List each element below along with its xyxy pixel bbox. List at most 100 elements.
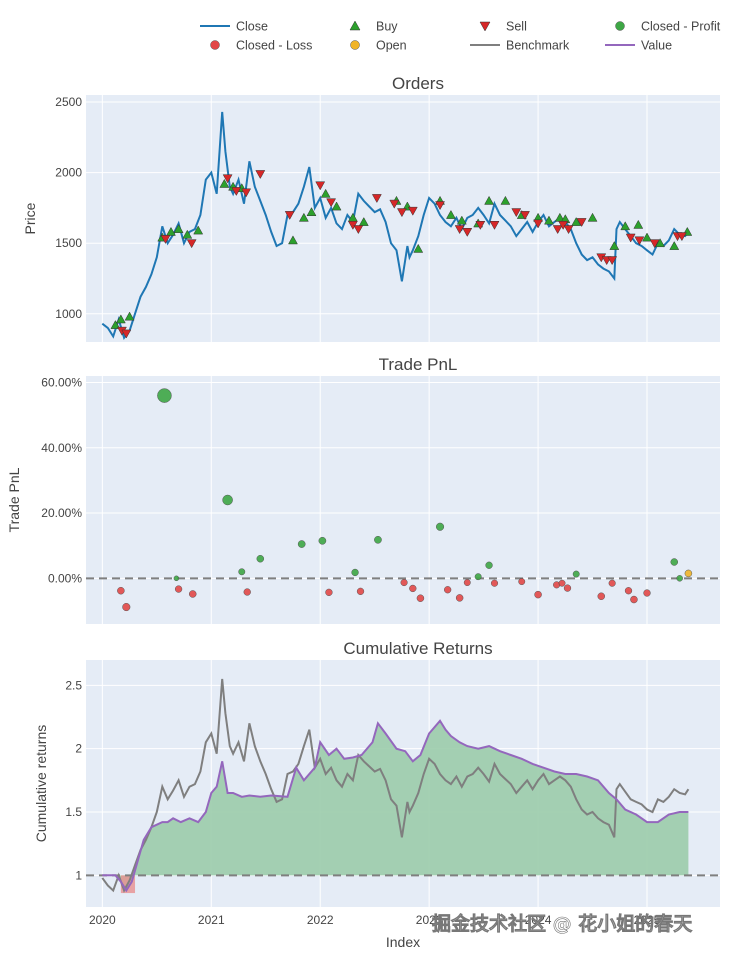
sell-marker[interactable] — [563, 225, 574, 235]
sell-marker[interactable] — [511, 208, 522, 218]
legend-item-closed-loss[interactable]: Closed - Loss — [210, 39, 313, 53]
buy-marker[interactable] — [500, 195, 511, 205]
closed-profit-marker[interactable] — [351, 568, 359, 577]
closed-profit-marker[interactable] — [222, 494, 233, 506]
sell-marker[interactable] — [389, 199, 400, 209]
sell-marker[interactable] — [407, 206, 418, 216]
buy-marker[interactable] — [182, 229, 193, 239]
sell-marker[interactable] — [186, 239, 197, 249]
buy-marker[interactable] — [587, 212, 598, 222]
closed-loss-marker[interactable] — [608, 579, 616, 587]
sell-marker[interactable] — [520, 211, 530, 220]
buy-marker[interactable] — [173, 224, 184, 233]
closed-loss-marker[interactable] — [630, 595, 638, 604]
buy-marker[interactable] — [620, 221, 631, 231]
buy-marker[interactable] — [655, 238, 666, 248]
legend-item-open[interactable]: Open — [350, 39, 407, 53]
sell-marker[interactable] — [222, 174, 233, 184]
buy-marker[interactable] — [219, 178, 230, 188]
buy-marker[interactable] — [306, 207, 317, 216]
buy-marker[interactable] — [609, 241, 620, 250]
buy-marker[interactable] — [124, 311, 135, 321]
closed-profit-marker[interactable] — [297, 540, 306, 548]
closed-profit-marker[interactable] — [474, 573, 482, 581]
sell-marker[interactable] — [649, 239, 660, 249]
sell-marker[interactable] — [241, 188, 252, 198]
closed-loss-marker[interactable] — [518, 578, 526, 586]
buy-marker[interactable] — [633, 219, 644, 229]
closed-loss-marker[interactable] — [400, 579, 408, 587]
closed-profit-marker[interactable] — [173, 575, 180, 582]
buy-marker[interactable] — [320, 188, 331, 198]
buy-marker[interactable] — [544, 215, 554, 225]
sell-marker[interactable] — [552, 225, 563, 235]
sell-marker[interactable] — [576, 218, 587, 228]
closed-loss-marker[interactable] — [325, 588, 333, 596]
sell-marker[interactable] — [533, 219, 544, 229]
sell-marker[interactable] — [315, 181, 326, 191]
legend-item-closed-profit[interactable]: Closed - Profit — [615, 20, 721, 34]
sell-marker[interactable] — [454, 225, 465, 235]
sell-marker[interactable] — [676, 232, 687, 242]
buy-marker[interactable] — [358, 217, 369, 226]
legend-item-close[interactable]: Close — [200, 20, 268, 34]
closed-loss-marker[interactable] — [597, 592, 606, 601]
closed-profit-marker[interactable] — [374, 535, 382, 544]
legend-item-sell[interactable]: Sell — [479, 20, 527, 34]
closed-profit-marker[interactable] — [670, 558, 678, 566]
closed-profit-marker[interactable] — [485, 561, 493, 569]
legend-item-buy[interactable]: Buy — [349, 20, 398, 34]
sell-marker[interactable] — [231, 187, 242, 196]
sell-marker[interactable] — [625, 233, 636, 243]
closed-loss-marker[interactable] — [174, 585, 183, 593]
closed-loss-marker[interactable] — [243, 588, 251, 596]
sell-marker[interactable] — [284, 211, 295, 220]
sell-marker[interactable] — [607, 256, 618, 266]
closed-profit-marker[interactable] — [256, 554, 265, 563]
closed-profit-marker[interactable] — [157, 388, 172, 403]
sell-marker[interactable] — [255, 170, 266, 180]
sell-marker[interactable] — [489, 221, 500, 230]
legend-item-benchmark[interactable]: Benchmark — [470, 39, 570, 53]
closed-loss-marker[interactable] — [558, 579, 566, 587]
buy-marker[interactable] — [288, 235, 298, 245]
buy-marker[interactable] — [669, 241, 680, 250]
closed-profit-marker[interactable] — [435, 522, 445, 531]
sell-marker[interactable] — [475, 221, 486, 230]
buy-marker[interactable] — [331, 201, 342, 211]
sell-marker[interactable] — [435, 201, 445, 211]
legend-item-value[interactable]: Value — [605, 39, 672, 53]
closed-loss-marker[interactable] — [409, 584, 417, 593]
buy-marker[interactable] — [642, 232, 652, 242]
closed-loss-marker[interactable] — [534, 590, 542, 599]
closed-loss-marker[interactable] — [643, 589, 651, 597]
closed-loss-marker[interactable] — [122, 602, 131, 612]
closed-profit-marker[interactable] — [238, 568, 246, 576]
buy-marker[interactable] — [456, 215, 467, 225]
buy-marker[interactable] — [166, 226, 176, 236]
closed-loss-marker[interactable] — [356, 587, 365, 596]
closed-loss-marker[interactable] — [444, 586, 452, 594]
closed-loss-marker[interactable] — [416, 594, 425, 602]
buy-marker[interactable] — [484, 195, 494, 205]
closed-profit-marker[interactable] — [572, 570, 580, 578]
closed-loss-marker[interactable] — [463, 579, 471, 587]
buy-marker[interactable] — [115, 314, 126, 324]
sell-marker[interactable] — [326, 198, 337, 208]
buy-marker[interactable] — [298, 212, 309, 222]
sell-marker[interactable] — [160, 235, 171, 244]
buy-marker[interactable] — [110, 320, 121, 329]
closed-loss-marker[interactable] — [490, 579, 499, 587]
sell-marker[interactable] — [371, 194, 382, 204]
sell-marker[interactable] — [353, 225, 364, 235]
sell-marker[interactable] — [462, 228, 473, 237]
closed-loss-marker[interactable] — [563, 584, 572, 592]
buy-marker[interactable] — [446, 209, 456, 219]
sell-marker[interactable] — [396, 208, 407, 218]
closed-loss-marker[interactable] — [624, 587, 633, 595]
closed-loss-marker[interactable] — [455, 594, 464, 602]
open-marker[interactable] — [684, 569, 693, 578]
sell-marker[interactable] — [121, 329, 132, 339]
closed-profit-marker[interactable] — [318, 536, 327, 545]
buy-marker[interactable] — [413, 243, 424, 253]
